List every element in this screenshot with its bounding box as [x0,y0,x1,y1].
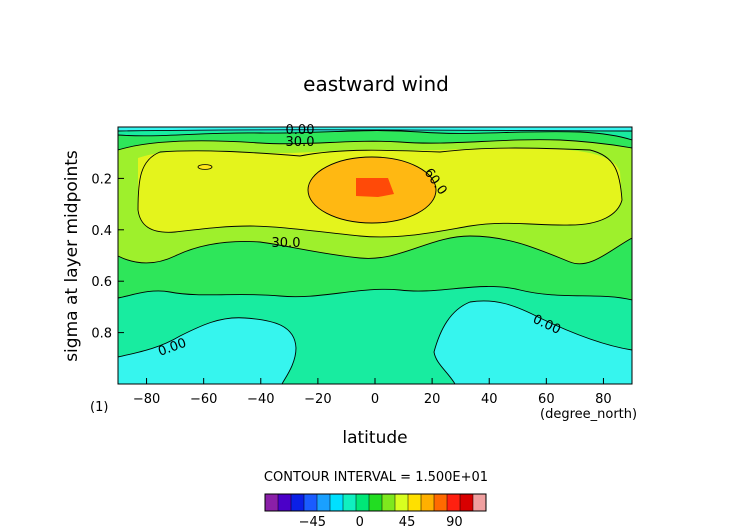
colorbar-tick-label: 0 [356,515,364,530]
x-tick-label: 40 [481,392,498,407]
x-tick-label: −80 [133,392,160,407]
contour-zero-south [118,317,297,384]
x-tick-label: 0 [371,392,379,407]
colorbar-swatch [473,494,487,511]
colorbar-tick-label: 90 [446,515,463,530]
contour-lines [118,129,632,384]
x-tick-label: −20 [304,392,331,407]
y-tick-label: 0.6 [91,275,112,290]
colorbar-swatch [356,494,370,511]
small-closed-contour [197,164,213,170]
x-tick-label: 80 [595,392,612,407]
colorbar-swatch [317,494,331,511]
x-tick-label: −40 [247,392,274,407]
contour-30 [118,139,632,265]
contour-label: 30.0 [272,236,301,251]
colorbar-swatch [395,494,409,511]
y-tick-label: 0.4 [91,224,112,239]
colorbar-ticks: −45 0 45 90 [299,515,463,530]
y-axis: 0.2 0.4 0.6 0.8 [91,172,124,342]
colorbar-swatch [421,494,435,511]
contour-interval-text: CONTOUR INTERVAL = 1.500E+01 [264,470,488,485]
x-unit-label: (degree_north) [540,407,637,422]
colorbar-swatch [265,494,279,511]
colorbar-tick-label: −45 [299,515,326,530]
band-75-90 [356,178,394,197]
plot-area: 0.00 30.0 60.0 30.0 0.00 0.00 −80 −60 −40−… [91,123,633,407]
colorbar-frame [264,493,487,512]
contour-45 [137,147,623,238]
x-tick-label: 20 [424,392,441,407]
contour-15-bottom [118,286,632,301]
y-tick-label: 0.8 [91,327,112,342]
colorbar-swatch [369,494,383,511]
colorbar-swatch [447,494,461,511]
colorbar [264,493,487,512]
x-tick-label: −60 [190,392,217,407]
x-axis-label: latitude [342,428,407,448]
colorbar-swatch [460,494,474,511]
contour-zero-top [118,129,632,132]
x-tick-label: 60 [538,392,555,407]
colorbar-swatch [382,494,396,511]
contour-15-top [118,130,632,141]
colorbar-tick-label: 45 [399,515,416,530]
contour-label: 30.0 [286,135,315,150]
panel-label: (1) [90,400,108,415]
chart-title: eastward wind [303,72,449,96]
y-axis-label: sigma at layer midpoints [62,150,82,362]
y-tick-label: 0.2 [91,172,112,187]
x-axis: −80 −60 −40 −20 0 20 40 60 80 [133,378,612,407]
colorbar-swatch [291,494,305,511]
colorbar-swatch [343,494,357,511]
band-top-edge [118,127,632,131]
contour-zero-north [433,300,632,384]
colorbar-swatch [408,494,422,511]
band-negative-north [434,300,632,384]
colorbar-swatch [330,494,344,511]
colorbar-swatch [278,494,292,511]
band-negative-south [118,317,296,384]
colorbar-swatch [434,494,448,511]
colorbar-swatch [304,494,318,511]
